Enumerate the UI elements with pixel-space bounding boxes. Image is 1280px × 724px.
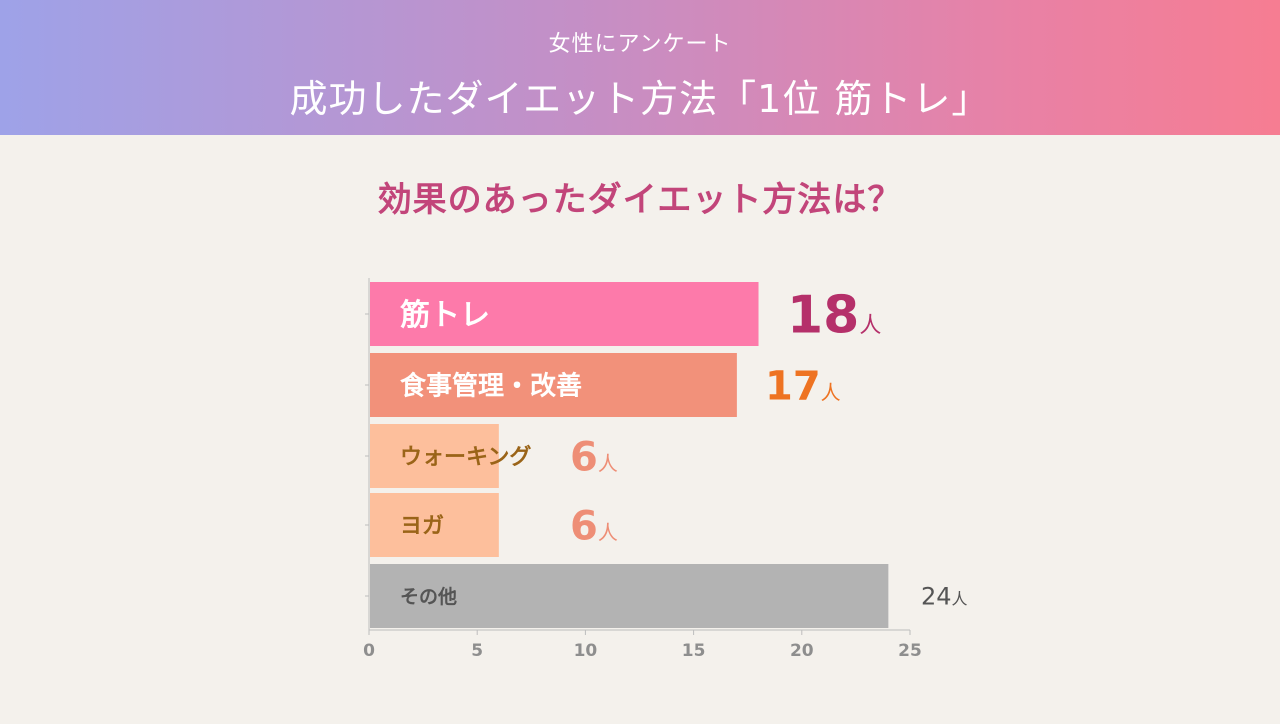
bar-value-unit: 人 — [598, 520, 618, 544]
bar-category-label: その他 — [400, 585, 457, 608]
header-banner: 女性にアンケート 成功したダイエット方法「1位 筋トレ」 — [0, 0, 1280, 135]
x-tick-label: 5 — [471, 641, 483, 661]
header-subtitle: 女性にアンケート — [548, 32, 732, 57]
x-tick-label: 10 — [574, 641, 598, 661]
header-title: 成功したダイエット方法「1位 筋トレ」 — [289, 77, 991, 121]
bar-value-label: 6人 — [570, 434, 618, 480]
bar-value-label: 18人 — [787, 286, 881, 346]
bar-category-label: 筋トレ — [400, 298, 490, 333]
bar — [370, 282, 759, 346]
bar-value-unit: 人 — [952, 590, 968, 609]
bar-value-unit: 人 — [598, 451, 618, 475]
bar — [370, 493, 499, 557]
bar — [370, 564, 889, 628]
x-tick-label: 15 — [682, 641, 706, 661]
bar-value-unit: 人 — [859, 314, 881, 339]
bar-value-unit: 人 — [821, 380, 841, 404]
bar — [370, 424, 499, 488]
bar-value-label: 6人 — [570, 503, 618, 549]
bar-value-label: 24人 — [921, 583, 968, 611]
chart-question: 効果のあったダイエット方法は？ — [377, 180, 903, 220]
bar-category-label: ウォーキング — [400, 444, 531, 470]
bar — [370, 353, 737, 417]
bar-category-label: ヨガ — [400, 514, 444, 539]
x-tick-label: 20 — [790, 641, 814, 661]
bar-value-label: 17人 — [765, 363, 841, 409]
x-tick-label: 0 — [363, 641, 375, 661]
x-tick-label: 25 — [898, 641, 922, 661]
bar-category-label: 食事管理・改善 — [400, 370, 582, 401]
